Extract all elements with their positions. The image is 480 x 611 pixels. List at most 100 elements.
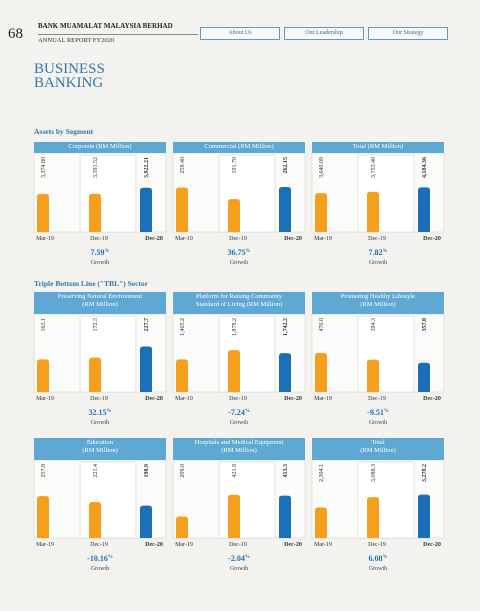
- value-label: 1,742.2: [283, 318, 289, 336]
- section-title: Triple Bottom Line ("TBL") Sector: [34, 279, 149, 288]
- growth-value: -10.16%: [87, 554, 113, 563]
- category-label: Mar-19: [36, 236, 54, 242]
- category-label: Dec-20: [284, 396, 302, 402]
- growth-label: Growth: [91, 260, 109, 266]
- category-label: Dec-19: [368, 396, 386, 402]
- growth-unit: %: [384, 409, 389, 414]
- value-label: 198.9: [144, 464, 150, 478]
- plot-inner-box: [218, 315, 276, 393]
- value-label: 3,088.3: [371, 464, 377, 482]
- value-label: 221.4: [93, 464, 99, 478]
- category-label: Dec-19: [368, 236, 386, 242]
- chart-title-line: Commercial (RM Million): [204, 143, 274, 150]
- plot-inner-box: [357, 315, 415, 393]
- growth-number: -9.51: [367, 408, 384, 417]
- category-label: Mar-19: [36, 396, 54, 402]
- bar: [418, 362, 430, 392]
- growth-number: 6.08: [369, 554, 383, 563]
- growth-label: Growth: [91, 566, 109, 572]
- bar: [89, 357, 101, 392]
- growth-value: -9.51%: [367, 408, 389, 417]
- plot-inner-box: [218, 461, 276, 539]
- growth-value: 36.75%: [228, 248, 251, 257]
- growth-unit: %: [383, 555, 388, 560]
- category-label: Dec-19: [229, 236, 247, 242]
- plot-inner-box: [357, 461, 415, 539]
- value-label: 1,878.2: [232, 318, 238, 336]
- category-label: Dec-20: [284, 236, 302, 242]
- nav-tab[interactable]: Our Leadership: [284, 27, 364, 40]
- bar: [37, 359, 49, 392]
- category-label: Mar-19: [36, 542, 54, 548]
- header-rule: [38, 34, 198, 35]
- growth-unit: %: [383, 249, 388, 254]
- category-label: Mar-19: [314, 236, 332, 242]
- chart-title-line: Hospitals and Medical Equipment: [194, 439, 284, 446]
- bar: [140, 346, 152, 392]
- page-title-line: BANKING: [34, 75, 104, 91]
- chart-title-line: Promoting Healthy Lifestyle: [340, 293, 416, 300]
- value-label: 262.15: [283, 157, 289, 174]
- bar: [176, 516, 188, 538]
- nav-tab[interactable]: About Us: [200, 27, 280, 40]
- category-label: Mar-19: [314, 542, 332, 548]
- value-label: 3,640.09: [319, 157, 325, 178]
- category-label: Mar-19: [314, 396, 332, 402]
- category-label: Dec-20: [145, 542, 163, 548]
- chart-title-line: (RM Million): [82, 301, 118, 308]
- growth-unit: %: [107, 409, 112, 414]
- category-label: Mar-19: [175, 396, 193, 402]
- value-label: 257.8: [41, 464, 47, 478]
- category-label: Dec-19: [90, 236, 108, 242]
- growth-label: Growth: [230, 420, 248, 426]
- page-number: 68: [8, 26, 23, 42]
- chart-title: Corporate (RM Million): [34, 142, 166, 153]
- growth-number: -7.24: [228, 408, 245, 417]
- bar: [37, 496, 49, 538]
- chart-title-line: (RM Million): [221, 447, 257, 454]
- value-label: 172.5: [93, 318, 99, 332]
- value-label: 3,753.40: [371, 157, 377, 178]
- growth-number: 36.75: [228, 248, 246, 257]
- bar: [176, 359, 188, 392]
- bar: [367, 191, 379, 232]
- chart-title-line: Platform for Raising Community: [195, 293, 283, 300]
- growth-number: -10.16: [87, 554, 108, 563]
- bar: [228, 350, 240, 392]
- company-name: BANK MUAMALAT MALAYSIA BERHAD: [38, 22, 173, 30]
- bar: [315, 193, 327, 232]
- chart-title-line: Education: [86, 439, 114, 446]
- growth-label: Growth: [369, 420, 387, 426]
- growth-unit: %: [105, 249, 110, 254]
- chart-title-line: (RM Million): [82, 447, 118, 454]
- plot-inner-box: [79, 461, 137, 539]
- bar: [279, 186, 291, 232]
- chart-title-line: (RM Million): [360, 301, 396, 308]
- growth-number: 32.15: [89, 408, 107, 417]
- growth-label: Growth: [369, 566, 387, 572]
- nav-tab[interactable]: Our Strategy: [368, 27, 448, 40]
- bar: [228, 199, 240, 232]
- category-label: Dec-20: [423, 396, 441, 402]
- growth-value: 7.82%: [369, 248, 388, 257]
- bar: [37, 193, 49, 232]
- growth-value: -7.24%: [228, 408, 250, 417]
- growth-number: 7.82: [369, 248, 383, 257]
- bar: [279, 495, 291, 538]
- chart-title-line: (RM Million): [360, 447, 396, 454]
- value-label: 476.0: [319, 318, 325, 332]
- category-label: Dec-20: [423, 236, 441, 242]
- value-label: 227.7: [144, 318, 150, 332]
- bar: [315, 352, 327, 392]
- plot-inner-box: [218, 154, 276, 233]
- value-label: 357.0: [422, 318, 428, 332]
- value-label: 3,391.52: [93, 157, 99, 178]
- value-label: 2,304.1: [319, 464, 325, 482]
- bar: [315, 507, 327, 538]
- chart-title-line: Standard of Living (RM Million): [195, 301, 283, 308]
- growth-unit: %: [245, 555, 250, 560]
- bar: [140, 505, 152, 538]
- growth-label: Growth: [230, 566, 248, 572]
